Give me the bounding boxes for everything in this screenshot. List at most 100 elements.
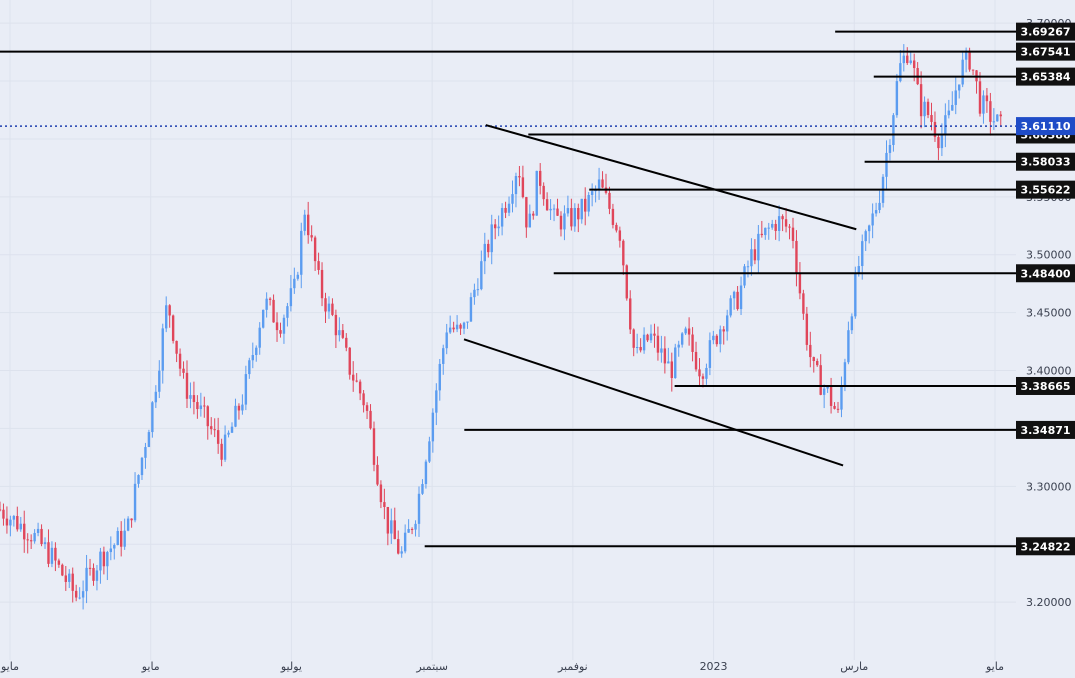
candle-body — [497, 226, 500, 229]
level-badge — [1016, 376, 1075, 395]
level-badge-label: 3.48400 — [1020, 267, 1070, 280]
candle-body — [480, 261, 483, 290]
level-badge — [1016, 67, 1075, 86]
candle-body — [12, 515, 16, 520]
candle-body — [279, 330, 282, 334]
candle-body — [867, 225, 871, 232]
candle-body — [483, 243, 486, 262]
y-tick-label: 3.20000 — [1026, 596, 1072, 609]
candle-body — [646, 334, 649, 341]
candle-body — [937, 137, 940, 149]
candle-body — [694, 351, 698, 370]
trendlines — [463, 124, 857, 467]
candle-body — [528, 213, 532, 228]
candle-body — [428, 441, 431, 462]
candle-body — [310, 235, 313, 238]
upper-trendline — [485, 124, 857, 231]
candle-body — [698, 369, 701, 377]
candle-body — [978, 81, 982, 114]
candle-body — [684, 328, 687, 334]
candle-body — [338, 330, 341, 336]
candle-body — [888, 144, 892, 153]
candle-body — [213, 429, 216, 431]
candle-body — [580, 198, 583, 220]
candle-body — [442, 348, 445, 364]
candle-body — [126, 518, 130, 531]
candle-body — [265, 298, 268, 310]
candle-body — [597, 179, 601, 190]
candle-body — [88, 567, 92, 569]
candle-body — [996, 114, 999, 122]
candle-body — [29, 540, 33, 542]
candle-body — [296, 274, 300, 279]
x-tick-label: مايو — [141, 660, 160, 673]
candle-body — [549, 208, 552, 211]
candle-body — [635, 346, 639, 348]
candle-body — [106, 552, 109, 567]
candle-body — [199, 405, 203, 410]
candle-body — [563, 213, 566, 230]
candle-body — [216, 430, 220, 444]
candle-body — [393, 520, 396, 540]
candle-body — [462, 322, 466, 329]
candle-body — [843, 362, 847, 386]
candle-body — [54, 547, 57, 561]
candle-body — [137, 475, 140, 484]
candle-body — [400, 551, 403, 554]
candle-body — [584, 198, 587, 212]
x-tick-label: مارس — [840, 660, 868, 673]
candle-body — [390, 520, 393, 534]
candle-body — [961, 59, 964, 85]
candle-body — [130, 518, 133, 521]
candle-body — [47, 542, 50, 564]
candle-body — [906, 55, 909, 64]
candle-body — [639, 346, 642, 351]
candle-body — [476, 289, 480, 291]
candle-body — [861, 241, 864, 267]
level-badge — [1016, 420, 1075, 439]
candle-body — [2, 509, 5, 519]
candle-body — [774, 223, 777, 231]
candle-body — [372, 428, 376, 465]
candle-body — [95, 570, 99, 581]
candle-body — [947, 110, 951, 116]
candle-body — [43, 542, 47, 545]
candle-body — [306, 214, 310, 236]
candle-body — [40, 528, 43, 545]
candle-body — [525, 197, 528, 228]
y-tick-label: 3.45000 — [1026, 307, 1072, 320]
candle-body — [518, 176, 521, 178]
candle-body — [151, 402, 154, 433]
candle-body — [951, 104, 954, 111]
candle-body — [847, 330, 850, 363]
candle-body — [539, 170, 542, 186]
candle-body — [784, 219, 788, 227]
candle-body — [445, 332, 448, 349]
candle-body — [71, 573, 74, 591]
level-badge-label: 3.24822 — [1020, 540, 1070, 553]
candle-body — [355, 380, 358, 382]
candle-body — [545, 199, 549, 211]
candle-body — [50, 547, 54, 564]
candle-body — [826, 386, 829, 389]
candle-body — [570, 208, 573, 227]
candle-body — [746, 266, 750, 268]
candle-body — [237, 405, 241, 411]
candle-body — [64, 575, 67, 582]
candle-body — [521, 177, 525, 198]
candle-body — [23, 523, 26, 540]
candle-body — [511, 194, 514, 204]
candle-body — [414, 523, 417, 530]
candle-body — [161, 328, 164, 371]
candle-body — [812, 357, 815, 361]
candle-body — [220, 443, 223, 460]
candle-body — [819, 365, 822, 395]
candle-body — [490, 224, 493, 253]
candle-body — [241, 404, 244, 411]
candle-body — [788, 226, 791, 228]
candle-body — [732, 291, 736, 299]
horizontal-levels — [0, 30, 1016, 548]
candle-body — [424, 461, 428, 485]
